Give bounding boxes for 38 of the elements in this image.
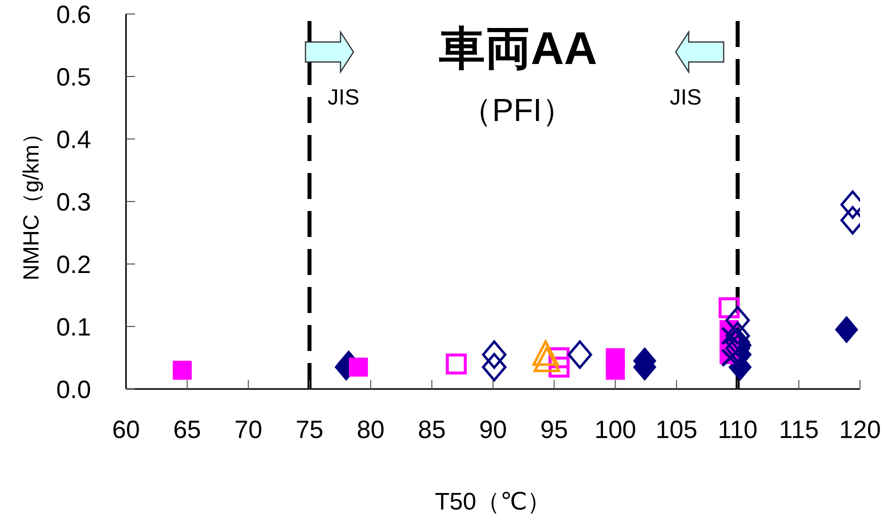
point — [446, 354, 467, 374]
point — [534, 346, 560, 372]
point — [568, 340, 592, 369]
x-tick-label: 120 — [839, 416, 881, 444]
ref-line-label: JIS — [328, 84, 360, 110]
y-tick-label: 0.5 — [56, 63, 91, 92]
point — [482, 340, 506, 369]
x-tick-label: 115 — [778, 416, 819, 444]
point — [835, 316, 858, 344]
y-tick-label: 0.0 — [56, 376, 91, 404]
x-tick-label: 105 — [656, 416, 698, 444]
y-tick-label: 0.1 — [56, 313, 91, 342]
x-tick-label: 95 — [540, 416, 568, 444]
point — [482, 352, 506, 382]
y-tick-label: 0.2 — [56, 250, 91, 279]
x-tick-label: 110 — [718, 416, 758, 444]
x-tick-label: 90 — [479, 416, 507, 444]
x-tick-label: 60 — [112, 416, 140, 444]
y-tick-label: 0.3 — [56, 188, 91, 216]
x-tick-label: 65 — [173, 416, 202, 444]
point — [606, 360, 625, 380]
ref-line-label: JIS — [670, 84, 702, 110]
x-axis-title: T50（℃） — [434, 488, 552, 516]
point — [725, 328, 750, 356]
text: （PFI） — [460, 92, 574, 128]
point — [172, 360, 192, 380]
x-tick-label: 70 — [234, 416, 262, 444]
point — [725, 322, 750, 350]
x-tick-label: 75 — [296, 416, 324, 444]
chart-title: 車両AA — [438, 22, 598, 74]
y-axis-title: NMHC（g/km） — [18, 122, 44, 280]
x-tick-label: 80 — [356, 416, 385, 444]
point — [725, 306, 750, 334]
x-tick-label: 85 — [418, 416, 446, 444]
point — [725, 334, 750, 363]
x-tick-label: 100 — [594, 416, 636, 444]
y-tick-label: 0.6 — [56, 0, 91, 29]
y-tick-label: 0.4 — [56, 126, 92, 154]
